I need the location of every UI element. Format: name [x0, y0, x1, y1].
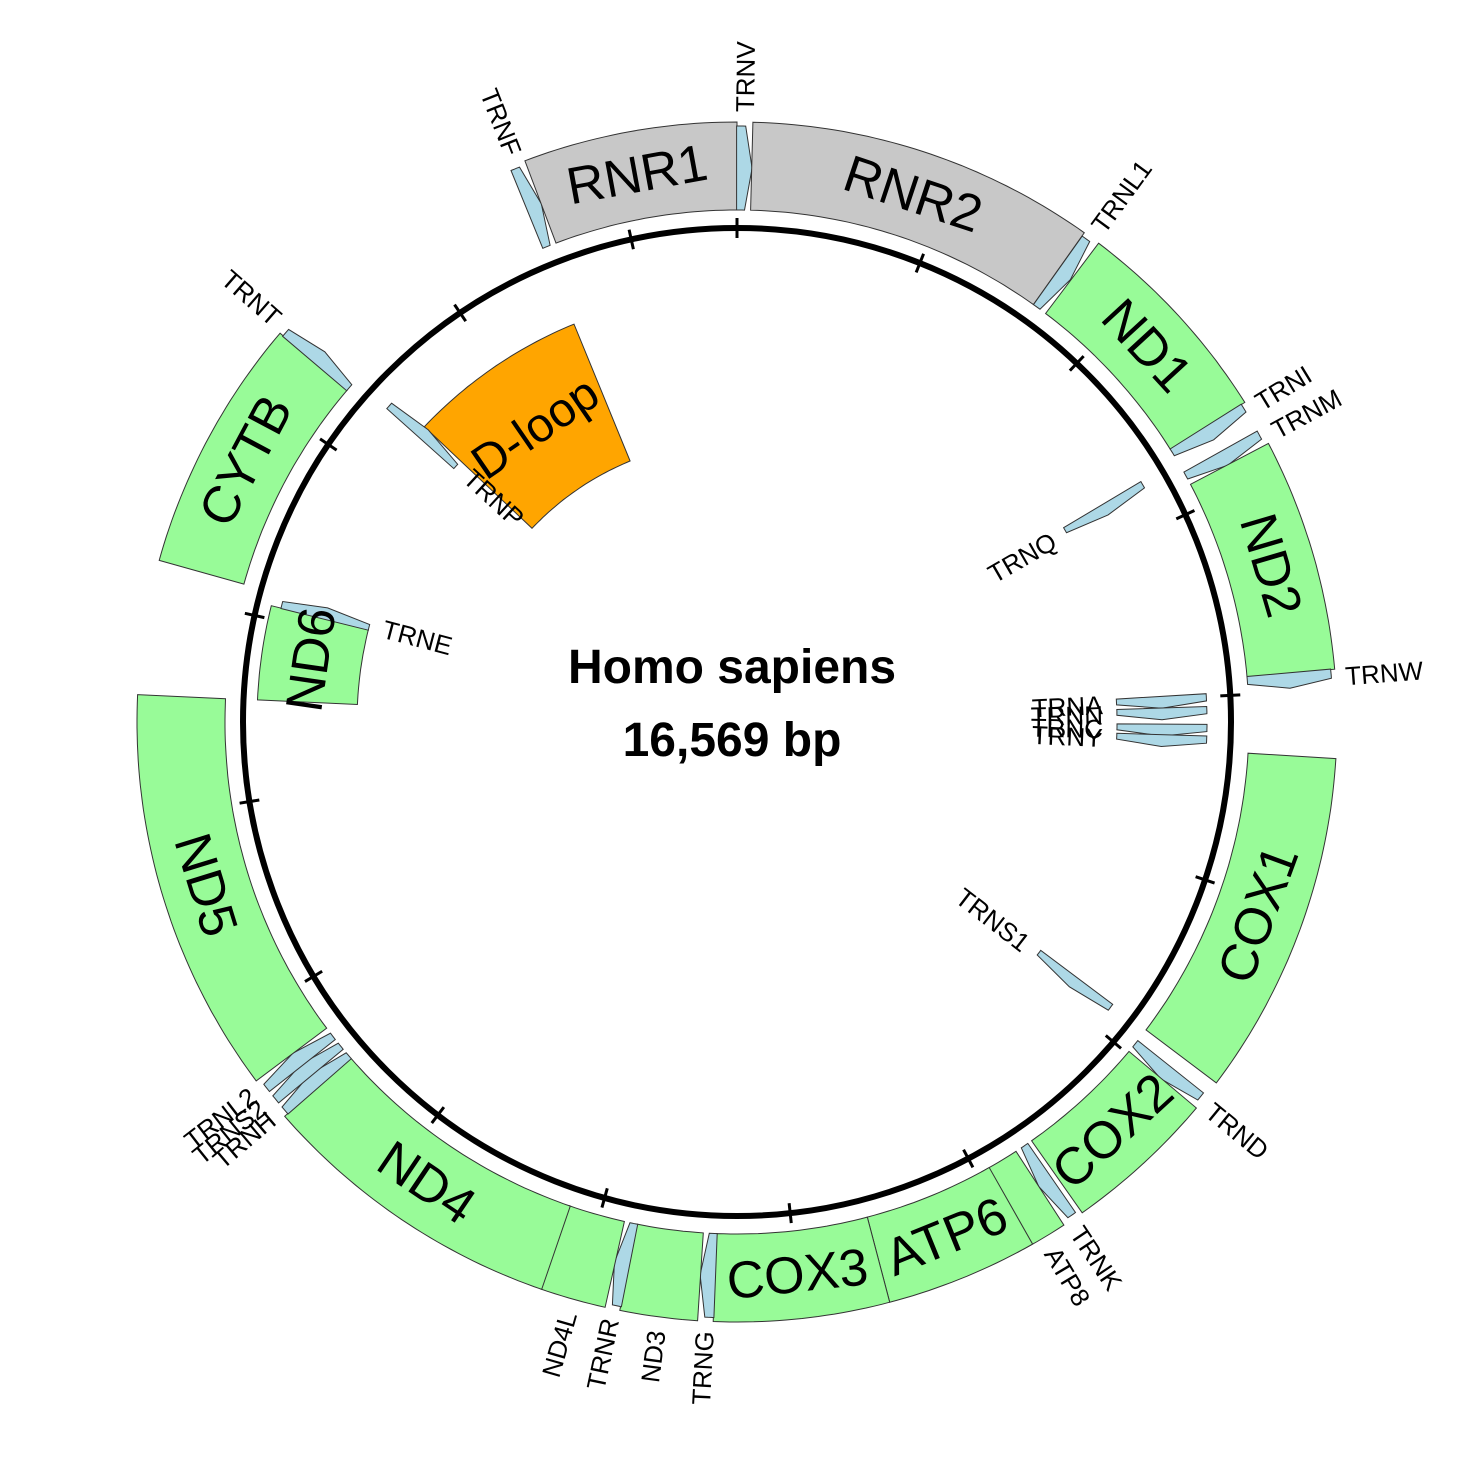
gene-nd5: [136, 694, 328, 1082]
gene-label-trnr: TRNR: [581, 1316, 625, 1393]
gene-trnf: [510, 166, 551, 249]
gene-d-loop: [423, 323, 631, 530]
gene-label-trny: TRNY: [1031, 720, 1103, 753]
gene-trnr: [611, 1222, 639, 1308]
gene-label-trng: TRNG: [686, 1330, 720, 1405]
gene-trnd: [1132, 1039, 1205, 1101]
tick-mark: [453, 303, 467, 323]
genome-title: Homo sapiens: [568, 641, 896, 694]
gene-label-trna: TRNA: [1031, 690, 1104, 723]
gene-label-trnv: TRNV: [730, 40, 761, 112]
gene-label-trnt: TRNT: [215, 264, 287, 332]
gene-trns1: [1036, 949, 1114, 1011]
gene-cox1: [1145, 752, 1337, 1084]
gene-trnw: [1246, 668, 1332, 689]
tick-mark: [1068, 355, 1085, 372]
tick-mark: [244, 611, 265, 620]
gene-trnt: [281, 328, 353, 392]
tick-mark: [962, 1149, 975, 1169]
gene-trni: [1169, 403, 1247, 457]
gene-trnp: [386, 402, 459, 470]
gene-label-trnf: TRNF: [474, 84, 527, 159]
tick-mark: [627, 229, 635, 250]
gene-trnk: [1020, 1142, 1077, 1219]
gene-label-trnl1: TRNL1: [1085, 154, 1158, 238]
tick-mark: [430, 1106, 446, 1124]
gene-trna: [1115, 693, 1208, 709]
gene-trng: [699, 1232, 718, 1319]
tick-mark: [787, 1203, 793, 1224]
gene-trnh: [281, 1052, 353, 1115]
gene-trnm: [1183, 430, 1263, 480]
gene-label-trnc: TRNC: [1030, 713, 1103, 744]
gene-label-trns1: TRNS1: [950, 882, 1036, 958]
tick-mark: [1175, 509, 1196, 521]
tick-mark: [1104, 1034, 1122, 1050]
gene-trnl1: [1032, 235, 1091, 310]
gene-trne: [280, 600, 371, 631]
gene-trnv: [736, 125, 753, 211]
gene-features: [136, 121, 1337, 1323]
gene-trnq: [1062, 480, 1146, 534]
tick-mark: [914, 253, 925, 273]
genome-size: 16,569 bp: [623, 714, 842, 767]
gene-label-trne: TRNE: [379, 614, 455, 661]
gene-trny: [1116, 732, 1208, 748]
gene-label-trnq: TRNQ: [983, 526, 1062, 589]
tick-mark: [600, 1187, 609, 1208]
tick-marks: [239, 218, 1241, 1224]
gene-trns2: [272, 1042, 344, 1104]
gene-label-nd3: ND3: [635, 1329, 672, 1384]
gene-trnn: [1116, 705, 1208, 721]
gene-label-trnd: TRND: [1200, 1097, 1275, 1166]
gene-label-trnn: TRNN: [1030, 700, 1103, 731]
tick-mark: [1195, 875, 1216, 885]
tick-mark: [1220, 693, 1241, 698]
gene-trnl2: [263, 1032, 336, 1093]
tick-mark: [239, 798, 260, 805]
tick-mark: [319, 437, 338, 452]
gene-trnc: [1116, 723, 1208, 737]
gene-cox2: [1030, 1050, 1198, 1214]
gene-label-trnw: TRNW: [1344, 655, 1424, 691]
gene-label-nd4l: ND4L: [536, 1308, 583, 1380]
tick-mark: [304, 969, 323, 983]
